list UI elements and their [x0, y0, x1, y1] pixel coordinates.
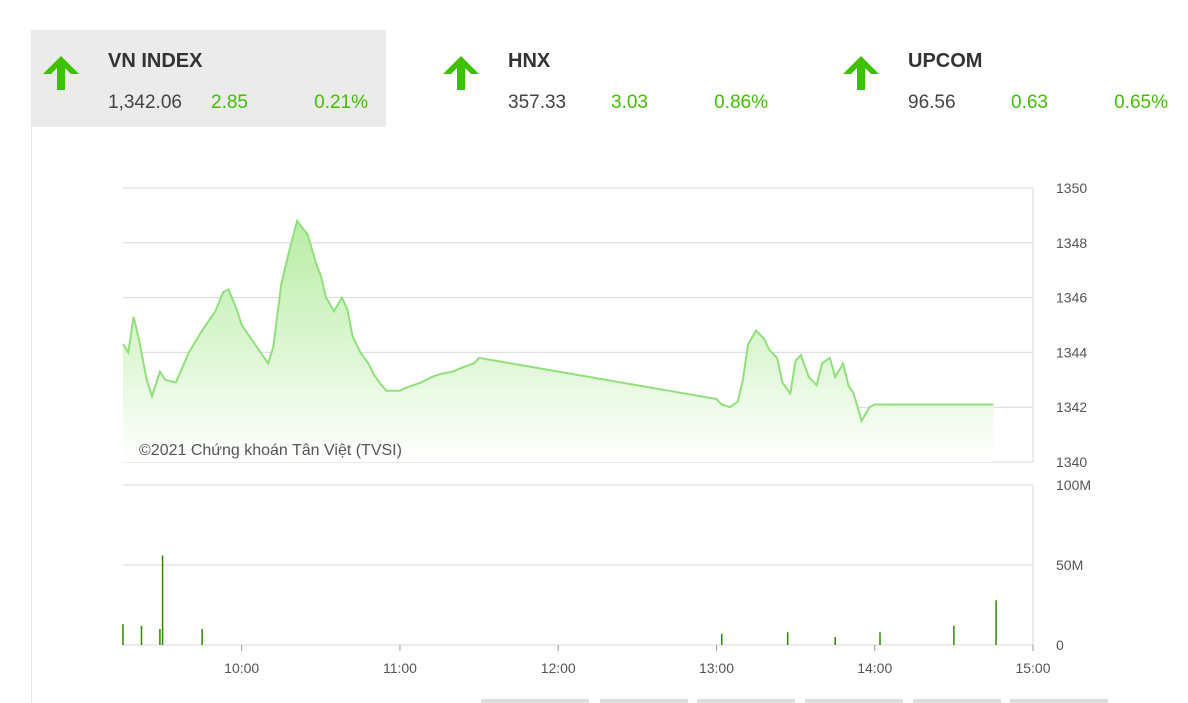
price-tick-label: 1350: [1056, 180, 1087, 196]
volume-bar: [159, 629, 161, 645]
volume-bar: [161, 555, 164, 645]
index-change: 0.63: [1011, 92, 1048, 113]
volume-bars: [122, 555, 997, 645]
index-name: HNX: [508, 50, 551, 72]
index-tabs: VN INDEX 1,342.06 2.85 0.21% HNX 357.33 …: [31, 30, 1188, 127]
range-button[interactable]: [481, 699, 589, 703]
range-button[interactable]: [913, 699, 1001, 703]
time-tick-label: 11:00: [383, 660, 417, 676]
volume-bar: [140, 625, 143, 645]
volume-bar: [122, 624, 124, 645]
price-tick-label: 1346: [1056, 290, 1087, 306]
volume-bar: [834, 637, 836, 645]
arrow-up-icon: [843, 56, 879, 90]
time-axis-ticks: 10:00 11:00 12:00 13:00 14:00 15:00: [224, 645, 1051, 676]
time-tick-label: 14:00: [857, 660, 892, 676]
volume-bar: [995, 600, 997, 645]
price-tick-label: 1342: [1056, 399, 1087, 415]
volume-tick-label: 100M: [1056, 477, 1091, 493]
range-button[interactable]: [805, 699, 903, 703]
volume-bar: [721, 633, 723, 645]
volume-bar: [786, 632, 789, 645]
index-price: 96.56: [908, 92, 956, 113]
index-change: 2.85: [211, 92, 248, 113]
time-tick-label: 12:00: [541, 660, 576, 676]
time-tick-label: 13:00: [699, 660, 734, 676]
price-tick-label: 1348: [1056, 235, 1087, 251]
volume-axis-ticks: 100M 50M 0: [1056, 477, 1091, 653]
time-tick-label: 15:00: [1015, 660, 1050, 676]
price-line: [122, 218, 994, 424]
volume-tick-label: 0: [1056, 637, 1064, 653]
index-percent: 0.21%: [314, 92, 368, 113]
price-tick-label: 1340: [1056, 454, 1087, 470]
index-price: 357.33: [508, 92, 567, 113]
tab-vn-index[interactable]: VN INDEX 1,342.06 2.85 0.21%: [31, 30, 386, 127]
tab-hnx[interactable]: HNX 357.33 3.03 0.86%: [431, 30, 786, 127]
volume-grid: [123, 484, 1034, 646]
index-name: UPCOM: [908, 50, 983, 72]
tab-upcom[interactable]: UPCOM 96.56 0.63 0.65%: [831, 30, 1186, 127]
price-tick-label: 1344: [1056, 344, 1087, 360]
copyright-label: ©2021 Chứng khoán Tân Việt (TVSI): [139, 442, 402, 459]
arrow-up-icon: [43, 56, 79, 90]
range-button[interactable]: [697, 699, 795, 703]
volume-bar: [879, 632, 881, 645]
volume-bar: [201, 629, 203, 645]
range-button[interactable]: [1010, 699, 1108, 703]
index-percent: 0.65%: [1114, 92, 1168, 113]
index-price: 1,342.06: [108, 92, 182, 113]
time-tick-label: 10:00: [224, 660, 259, 676]
index-change: 3.03: [611, 92, 648, 113]
index-name: VN INDEX: [108, 50, 203, 72]
index-percent: 0.86%: [714, 92, 768, 113]
volume-tick-label: 50M: [1056, 557, 1083, 573]
range-button[interactable]: [600, 699, 688, 703]
price-area: [123, 220, 994, 462]
volume-bar: [953, 625, 955, 645]
price-axis-ticks: 1350 1348 1346 1344 1342 1340: [1056, 180, 1087, 470]
arrow-up-icon: [443, 56, 479, 90]
